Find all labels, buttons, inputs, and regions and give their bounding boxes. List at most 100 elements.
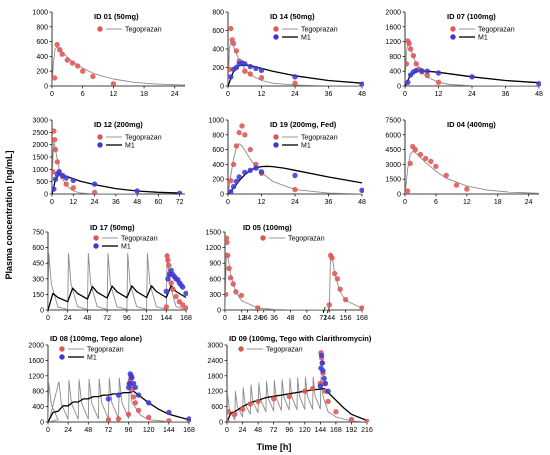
y-tick-label: 0: [40, 420, 44, 427]
tegoprazan-observed-point: [91, 189, 98, 194]
x-tick-label: 24: [291, 199, 299, 206]
tegoprazan-observed-point: [233, 289, 239, 295]
y-tick-label: 200: [36, 69, 48, 76]
tegoprazan-observed-point: [405, 61, 410, 67]
plot-area: [405, 143, 540, 194]
x-tick-label: 6: [81, 91, 85, 98]
y-tick-label: 200: [212, 177, 224, 184]
panel-title: ID 04 (400mg): [447, 120, 496, 129]
x-tick-label: 72: [103, 315, 111, 322]
x-tick-label: 18: [494, 199, 502, 206]
y-tick-label: 800: [212, 10, 224, 17]
m1-observed-point: [56, 169, 62, 175]
panel-title: ID 09 (100mg, Tego with Clarithromycin): [229, 334, 372, 343]
tegoprazan-observed-point: [227, 409, 231, 415]
y-tick-label: 0: [220, 192, 224, 199]
legend-marker: [273, 34, 279, 40]
m1-observed-point: [228, 74, 234, 80]
tegoprazan-observed-point: [333, 409, 339, 415]
tegoprazan-observed-point: [228, 25, 234, 32]
x-tick-label: 144: [323, 315, 335, 322]
x-tick-label: 60: [155, 199, 163, 206]
y-tick-label: 1000: [32, 10, 48, 17]
tegoprazan-observed-point: [164, 253, 170, 259]
tegoprazan-observed-point: [239, 123, 245, 129]
legend-label: Tegoprazan: [121, 236, 158, 243]
tegoprazan-observed-point: [302, 388, 308, 394]
y-tick-label: 600: [212, 147, 224, 154]
legend-marker: [238, 346, 244, 352]
tegoprazan-observed-point: [233, 143, 240, 149]
y-tick-label: 2000: [385, 10, 401, 17]
tegoprazan-observed-point: [225, 235, 230, 241]
tegoprazan-observed-point: [242, 68, 248, 74]
x-tick-label: 48: [84, 427, 92, 434]
y-tick-label: 600: [211, 404, 223, 411]
x-tick-label: 12: [109, 91, 117, 98]
y-tick-label: 0: [219, 420, 223, 427]
tegoprazan-observed-point: [225, 252, 231, 259]
tegoprazan-observed-point: [52, 137, 58, 143]
y-tick-label: 600: [36, 39, 48, 46]
m1-observed-point: [165, 276, 171, 282]
legend-marker: [93, 243, 99, 249]
x-tick-label: 156: [340, 315, 352, 322]
tegoprazan-observed-point: [230, 161, 237, 168]
x-tick-label: 168: [183, 427, 195, 434]
y-tick-label: 0: [397, 84, 401, 91]
tegoprazan-observed-point: [247, 146, 253, 153]
tegoprazan-observed-point: [247, 401, 253, 407]
x-tick-label: 0: [46, 427, 50, 434]
panel-9: 0 400 800 1200 1600 2000 0 24 48 72 96 120 144 168 ID …: [28, 334, 195, 434]
x-tick-label: 120: [299, 427, 311, 434]
m1-observed-point: [322, 380, 329, 387]
y-tick-label: 1800: [207, 373, 223, 380]
y-tick-label: 150: [32, 292, 44, 299]
m1-observed-point: [258, 67, 265, 74]
tegoprazan-observed-point: [74, 63, 81, 69]
y-tick-label: 4500: [385, 147, 401, 154]
tegoprazan-observed-point: [110, 81, 117, 86]
x-tick-label: 48: [358, 199, 366, 206]
y-tick-label: 2400: [207, 358, 223, 365]
m1-observed-point: [236, 174, 242, 180]
m1-observed-point: [253, 65, 259, 72]
m1-observed-point: [247, 167, 253, 173]
tegoprazan-observed-point: [407, 160, 413, 167]
y-tick-label: 1200: [207, 389, 223, 396]
x-tick-label: 0: [46, 315, 50, 322]
legend-marker: [273, 26, 279, 32]
panel-4: 0 500 1000 1500 2000 2500 3000 0 12 24 36 48 60 72 ID …: [32, 118, 185, 206]
y-tick-label: 2500: [32, 130, 48, 137]
legend-marker: [273, 134, 279, 140]
tegoprazan-observed-point: [247, 71, 253, 77]
m1-observed-point: [424, 68, 430, 74]
legend-label: M1: [87, 355, 97, 362]
tegoprazan-observed-point: [406, 40, 412, 47]
tegoprazan-observed-point: [230, 40, 237, 47]
tegoprazan-observed-point: [69, 60, 76, 66]
tegoprazan-observed-point: [433, 163, 439, 170]
y-tick-label: 1600: [385, 24, 401, 31]
m1-observed-point: [247, 63, 253, 70]
tegoprazan-observed-point: [230, 281, 236, 287]
x-tick-label: 192: [346, 427, 358, 434]
legend-label: M1: [478, 35, 488, 42]
tegoprazan-observed-point: [54, 159, 60, 165]
legend-entry-m1: M1: [450, 34, 488, 42]
legend-label: Tegoprazan: [87, 347, 124, 354]
y-tick-label: 800: [389, 54, 401, 61]
tegoprazan-observed-point: [292, 80, 298, 86]
y-tick-label: 450: [32, 261, 44, 268]
tegoprazan-observed-point: [227, 419, 230, 422]
panel-title: ID 14 (50mg): [270, 12, 315, 21]
m1-observed-point: [186, 416, 191, 422]
tegoprazan-observed-point: [342, 296, 349, 303]
legend-marker: [450, 26, 456, 32]
legend-marker: [59, 346, 65, 352]
tegoprazan-observed-point: [80, 68, 86, 74]
x-tick-label: 36: [270, 315, 278, 322]
m1-observed-point: [242, 169, 248, 176]
legend-entry-tegoprazan: Tegoprazan: [260, 235, 325, 243]
tegoprazan-observed-point: [52, 146, 59, 153]
